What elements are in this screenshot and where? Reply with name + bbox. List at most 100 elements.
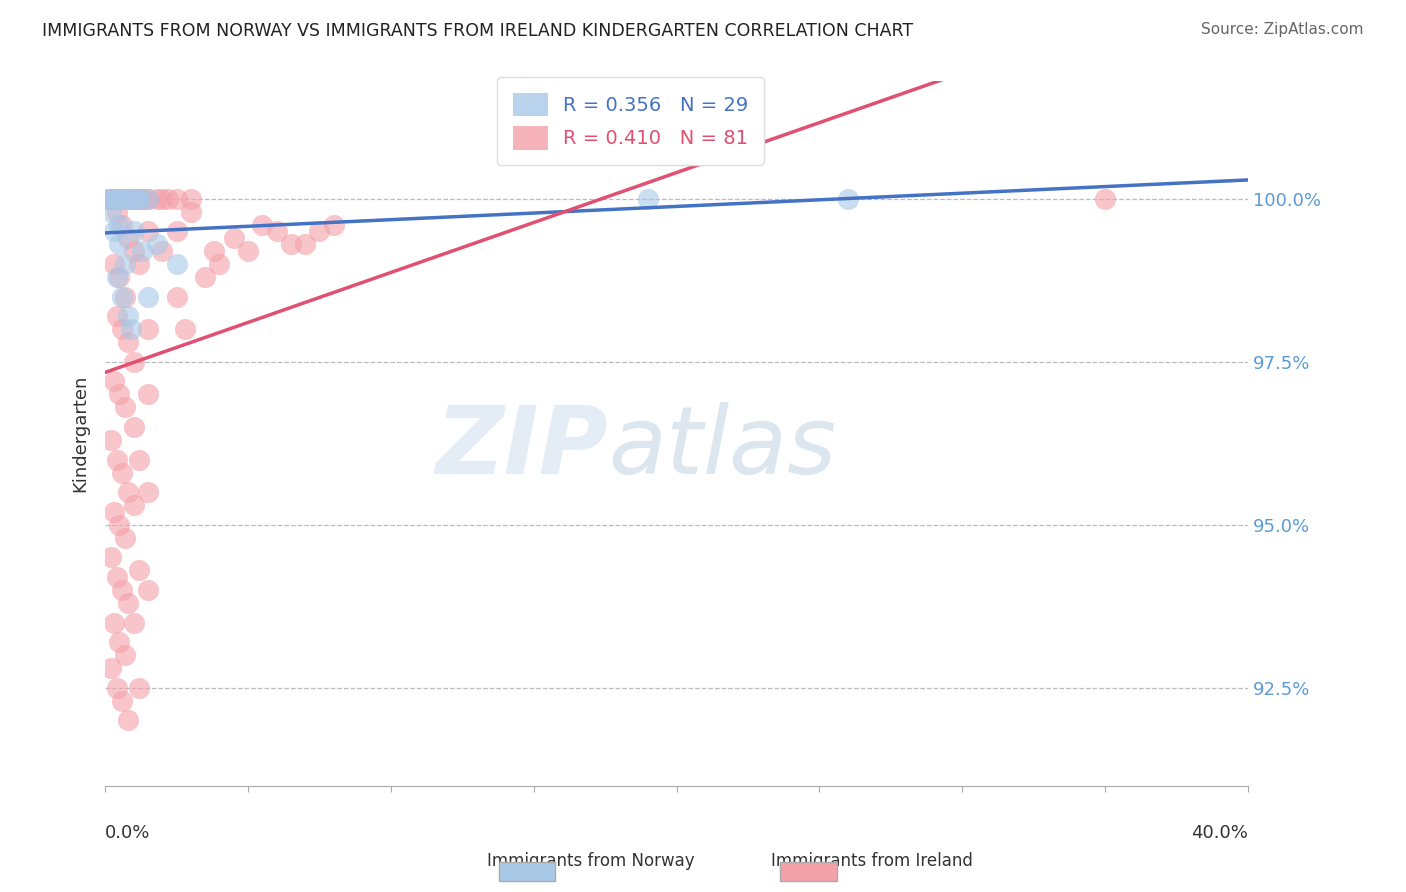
Point (136, 387, 159, 401)
Point (136, 582, 159, 597)
Point (174, 322, 197, 336)
Point (105, 309, 128, 323)
Point (111, 290, 134, 304)
Point (122, 244, 145, 258)
Point (166, 224, 188, 238)
Point (202, 244, 225, 258)
Point (108, 635, 131, 649)
Point (166, 257, 188, 271)
Point (105, 192, 128, 206)
Point (117, 309, 139, 323)
Point (111, 694, 134, 708)
Point (103, 615, 125, 630)
Point (236, 244, 259, 258)
Point (114, 257, 136, 271)
Point (120, 192, 142, 206)
Point (100, 192, 122, 206)
Point (105, 452, 128, 467)
Point (131, 244, 153, 258)
Point (111, 582, 134, 597)
Point (128, 192, 150, 206)
Point (105, 270, 128, 285)
Point (136, 485, 159, 500)
Point (108, 192, 131, 206)
Point (125, 192, 148, 206)
Point (108, 387, 131, 401)
Point (131, 192, 153, 206)
Text: atlas: atlas (607, 402, 837, 493)
Text: Immigrants from Ireland: Immigrants from Ireland (770, 852, 973, 870)
Point (100, 192, 122, 206)
Point (136, 224, 159, 238)
Point (122, 192, 145, 206)
Point (122, 192, 145, 206)
Point (117, 192, 139, 206)
Text: 40.0%: 40.0% (1191, 824, 1249, 842)
Text: 0.0%: 0.0% (105, 824, 150, 842)
Point (105, 192, 128, 206)
Y-axis label: Kindergarten: Kindergarten (72, 375, 89, 492)
Point (111, 192, 134, 206)
Point (103, 192, 125, 206)
Point (122, 420, 145, 434)
Point (180, 192, 202, 206)
Point (134, 192, 156, 206)
Point (117, 596, 139, 610)
Point (105, 570, 128, 584)
Point (280, 237, 302, 252)
Point (122, 498, 145, 512)
Text: Immigrants from Norway: Immigrants from Norway (486, 852, 695, 870)
Point (136, 192, 159, 206)
Point (100, 661, 122, 675)
Point (117, 335, 139, 350)
Point (108, 218, 131, 232)
Point (136, 192, 159, 206)
Point (145, 192, 167, 206)
Point (322, 218, 344, 232)
Point (111, 192, 134, 206)
Point (100, 433, 122, 447)
Text: IMMIGRANTS FROM NORWAY VS IMMIGRANTS FROM IRELAND KINDERGARTEN CORRELATION CHART: IMMIGRANTS FROM NORWAY VS IMMIGRANTS FRO… (42, 22, 914, 40)
Point (111, 218, 134, 232)
Point (114, 192, 136, 206)
Point (111, 466, 134, 480)
Point (97, 192, 120, 206)
Text: Source: ZipAtlas.com: Source: ZipAtlas.com (1201, 22, 1364, 37)
Point (1094, 192, 1116, 206)
Point (150, 244, 173, 258)
Point (837, 192, 859, 206)
Point (100, 204, 122, 219)
Point (150, 192, 173, 206)
Text: ZIP: ZIP (434, 401, 607, 493)
Point (111, 322, 134, 336)
Point (194, 270, 217, 285)
Point (166, 192, 188, 206)
Point (114, 531, 136, 545)
Point (122, 224, 145, 238)
Point (103, 257, 125, 271)
Point (128, 681, 150, 695)
Point (128, 563, 150, 577)
Point (114, 648, 136, 662)
Point (308, 224, 330, 238)
Point (637, 192, 659, 206)
Point (157, 192, 180, 206)
Point (222, 231, 245, 245)
Point (122, 615, 145, 630)
Point (105, 681, 128, 695)
Point (114, 401, 136, 415)
Point (103, 224, 125, 238)
Point (120, 192, 142, 206)
Point (97, 192, 120, 206)
Point (208, 257, 231, 271)
Point (103, 192, 125, 206)
Point (117, 231, 139, 245)
Point (108, 517, 131, 532)
Point (117, 485, 139, 500)
Point (108, 192, 131, 206)
Point (180, 204, 202, 219)
Point (136, 322, 159, 336)
Point (108, 237, 131, 252)
Point (100, 550, 122, 565)
Point (128, 192, 150, 206)
